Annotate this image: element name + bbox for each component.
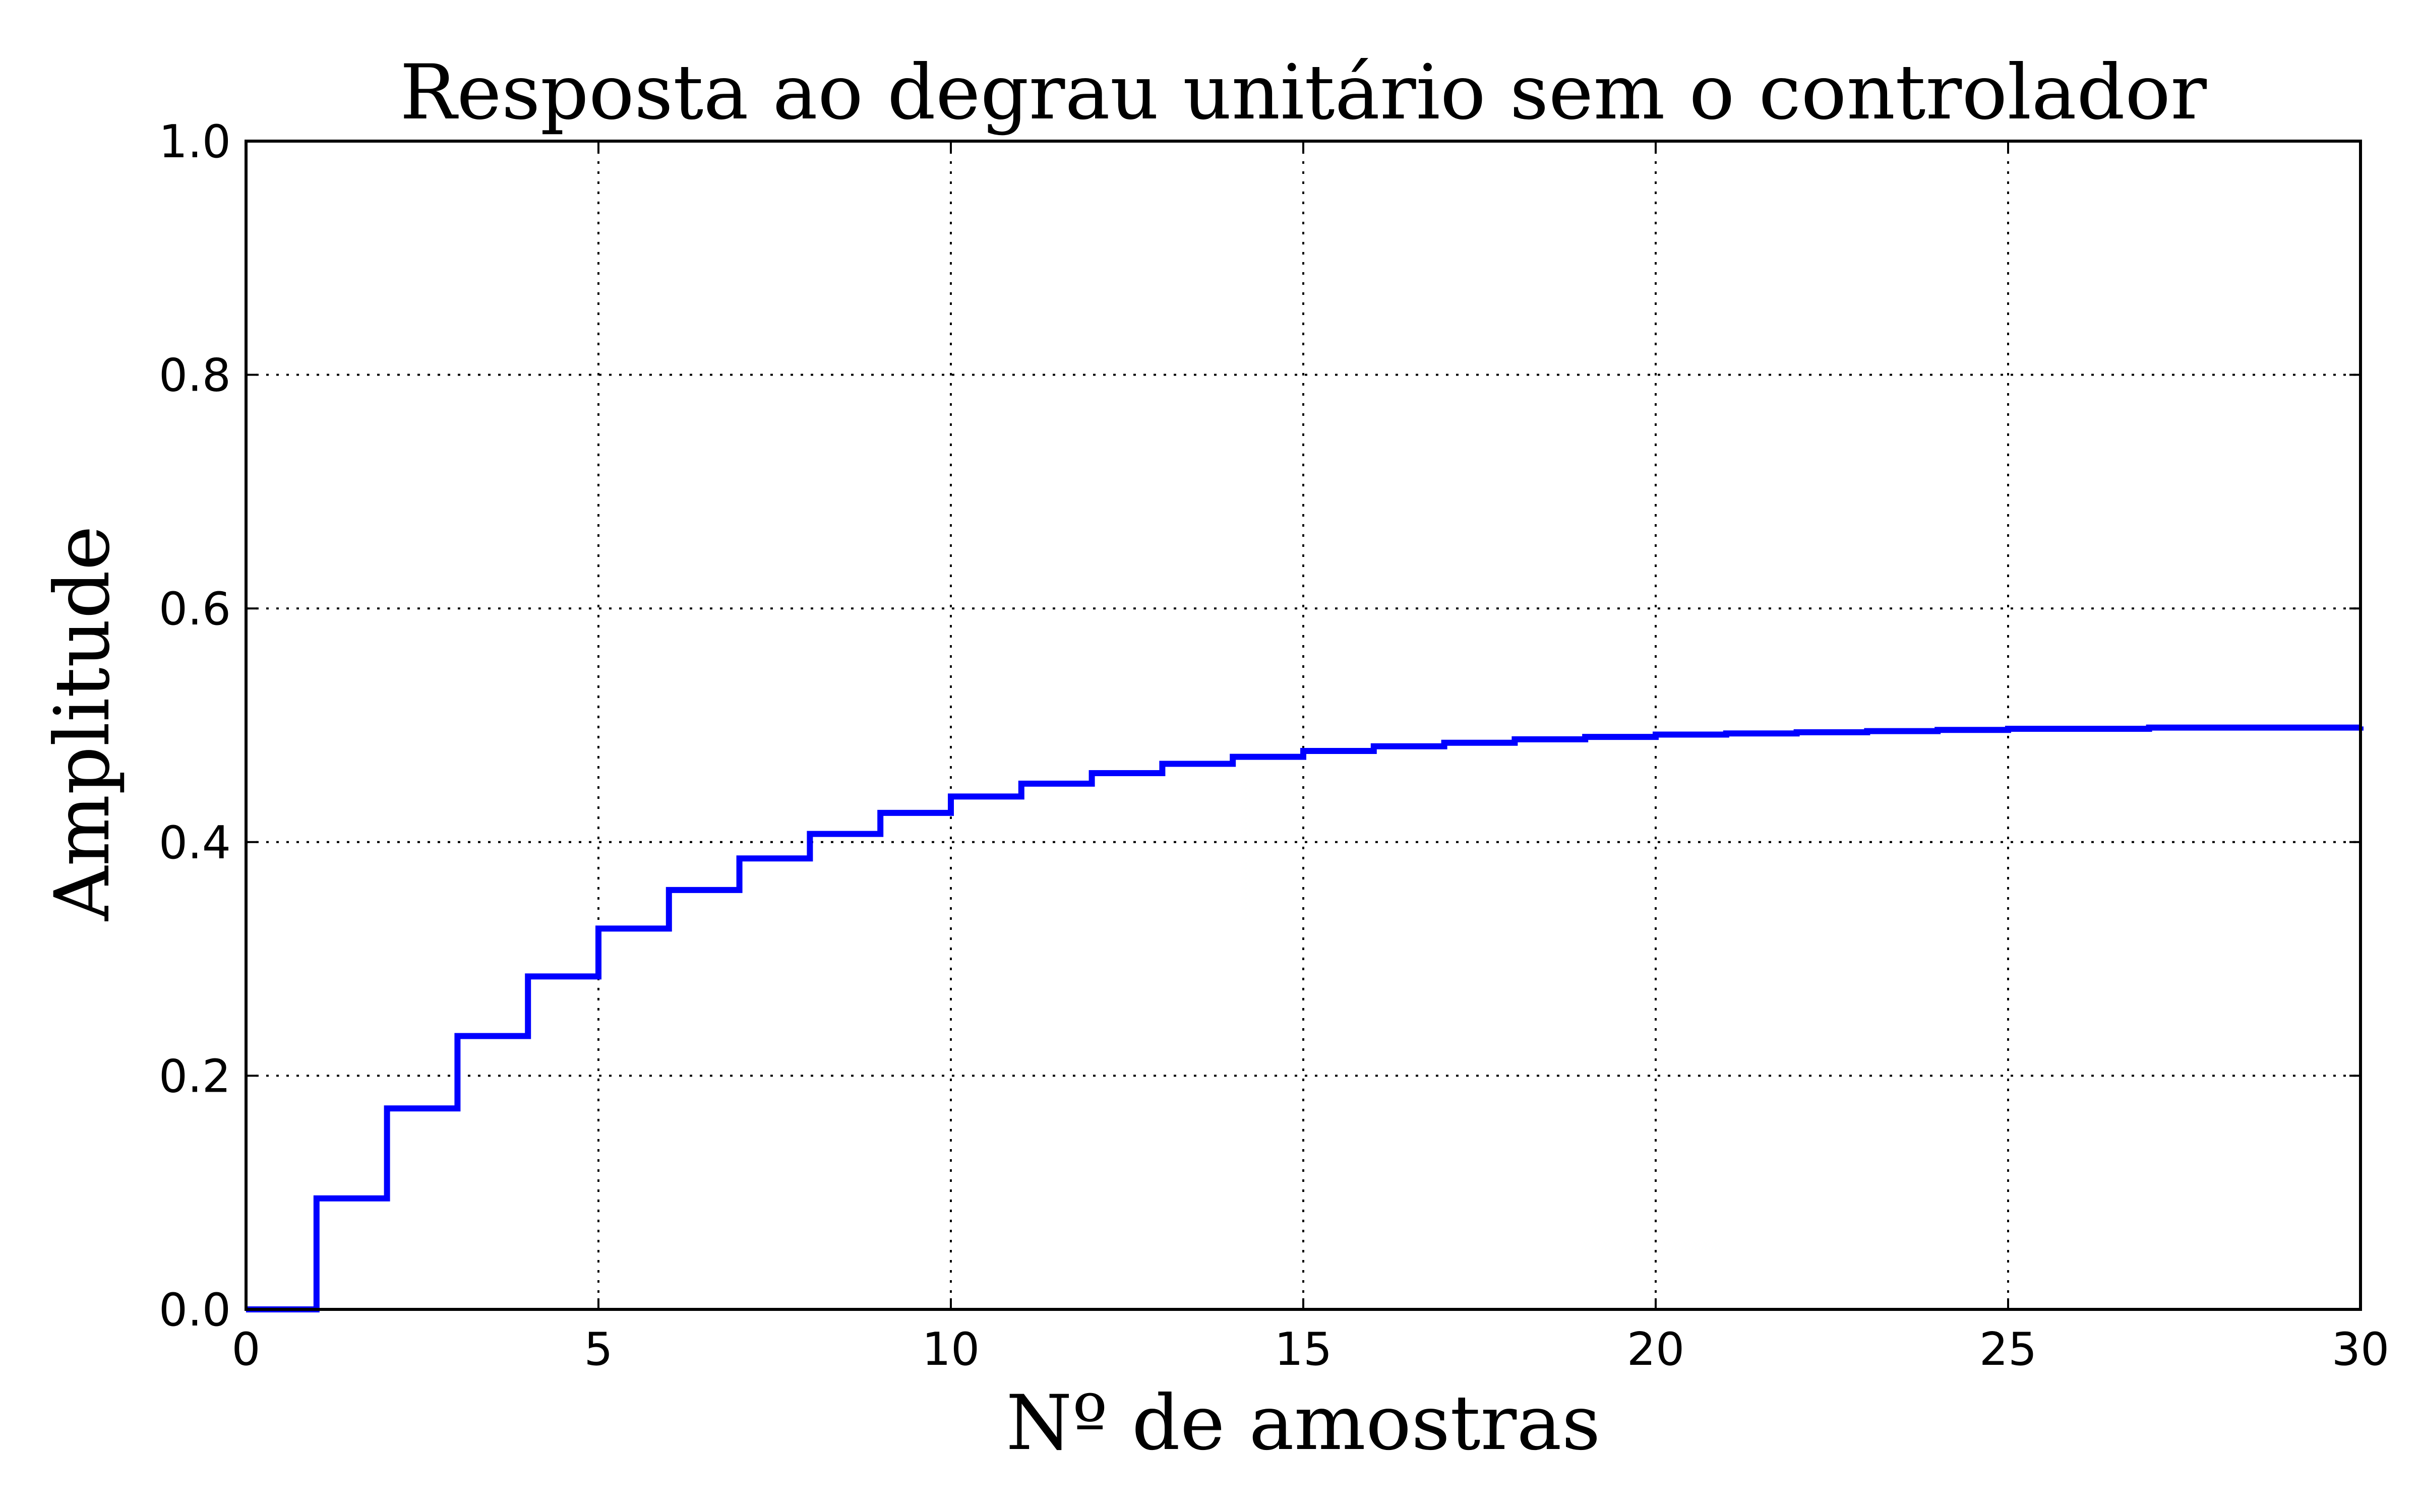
x-tick-label: 25 [1979,1323,2037,1376]
y-tick-label: 1.0 [159,115,231,168]
x-tick-label: 0 [231,1323,260,1376]
x-tick-label: 30 [2332,1323,2390,1376]
y-tick-label: 0.8 [159,349,231,402]
tick-layer: 0 5 10 15 20 25 30 0.0 0.2 0.4 0.6 0.8 1.0 [159,115,2389,1376]
series-line [246,724,2364,1312]
y-tick-label: 0.0 [159,1284,231,1337]
y-tick-label: 0.6 [159,583,231,636]
x-tick-label: 15 [1275,1323,1333,1376]
series-layer [246,724,2364,1312]
chart-title: Resposta ao degrau unitário sem o contro… [400,49,2207,137]
y-tick-label: 0.4 [159,816,231,869]
x-tick-label: 20 [1627,1323,1685,1376]
y-tick-label: 0.2 [159,1050,231,1103]
x-axis-label: Nº de amostras [1006,1379,1600,1467]
y-axis-label: Amplitude [39,526,127,921]
x-tick-label: 5 [584,1323,613,1376]
x-tick-label: 10 [922,1323,980,1376]
